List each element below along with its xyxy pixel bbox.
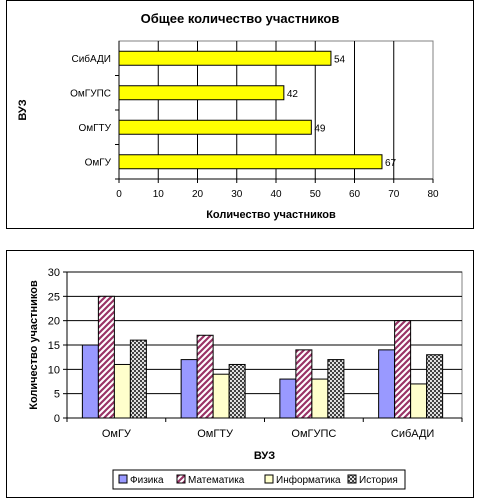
bar (81, 344, 99, 419)
x-tick-label: СибАДИ (391, 428, 434, 440)
x-axis-title: Количество участников (206, 209, 336, 221)
legend-label: Физика (130, 475, 164, 486)
bar (378, 349, 396, 419)
legend-box (112, 469, 406, 490)
x-tick-label: 80 (427, 189, 439, 200)
bar (228, 363, 246, 419)
data-label: 67 (385, 158, 397, 169)
y-tick-label: 15 (48, 340, 60, 352)
bar (426, 354, 444, 419)
y-tick-label: 30 (48, 267, 60, 279)
bar (180, 359, 198, 419)
legend-swatch (176, 474, 186, 484)
chart-total-participants: Общее количество участников 0 10 20 30 40 50 60… (6, 0, 474, 229)
legend-label: История (359, 475, 398, 486)
y-tick-label: 10 (48, 364, 60, 376)
y-axis-title: Количество участников (28, 280, 40, 410)
bar (410, 383, 428, 419)
data-label: 49 (314, 123, 326, 134)
bar (295, 349, 313, 419)
x-tick-label: ОмГТУ (197, 428, 234, 440)
y-tick-label: 0 (54, 413, 60, 425)
chart-participants-by-subject: 0 5 10 15 20 25 30 ОмГУ ОмГТУ ОмГУПС СибАДИ ВУЗ Коли… (6, 250, 474, 498)
subject-participants-svg: 0 5 10 15 20 25 30 ОмГУ ОмГТУ ОмГУПС СибАДИ ВУЗ Коли… (28, 267, 463, 490)
bar (212, 373, 230, 419)
bar (97, 295, 115, 419)
x-tick-label: 50 (310, 189, 322, 200)
legend-swatch (118, 474, 128, 484)
legend-label: Математика (188, 475, 245, 486)
bar (129, 339, 147, 419)
y-tick-label: ОмГУ (85, 157, 112, 168)
legend: Физика Математика Информатика История (112, 469, 406, 490)
x-tick-label: 20 (192, 189, 204, 200)
x-tick-label: ОмГУПС (291, 428, 336, 440)
bar (311, 378, 329, 419)
bar (118, 119, 312, 135)
x-tick-label: 0 (116, 189, 122, 200)
x-tick-label: 60 (349, 189, 361, 200)
x-tick-label: 70 (388, 189, 400, 200)
bar (118, 154, 383, 170)
x-tick-label: 40 (270, 189, 282, 200)
data-label: 54 (334, 54, 346, 65)
y-tick-label: 20 (48, 316, 60, 328)
bar (118, 85, 285, 101)
y-tick-label: 5 (54, 389, 60, 401)
legend-swatch (264, 474, 274, 484)
bar (113, 363, 131, 419)
y-tick-label: ОмГУПС (70, 88, 111, 99)
chart-title: Общее количество участников (141, 11, 340, 26)
x-tick-label: 10 (153, 189, 165, 200)
x-tick-label: 30 (231, 189, 243, 200)
bar (196, 334, 214, 419)
y-tick-label: ОмГТУ (78, 123, 111, 134)
total-participants-svg: Общее количество участников 0 10 20 30 40 50 60… (17, 11, 439, 221)
bar (279, 378, 297, 419)
bar (394, 320, 412, 419)
x-tick-label: ОмГУ (102, 428, 132, 440)
y-axis-title: ВУЗ (17, 99, 29, 120)
bar (327, 359, 345, 419)
legend-swatch (347, 474, 357, 484)
x-axis-title: ВУЗ (254, 450, 275, 462)
bar (118, 50, 332, 66)
y-tick-label: 25 (48, 291, 60, 303)
y-tick-label: СибАДИ (72, 53, 112, 65)
data-label: 42 (287, 89, 299, 100)
legend-label: Информатика (276, 474, 341, 486)
